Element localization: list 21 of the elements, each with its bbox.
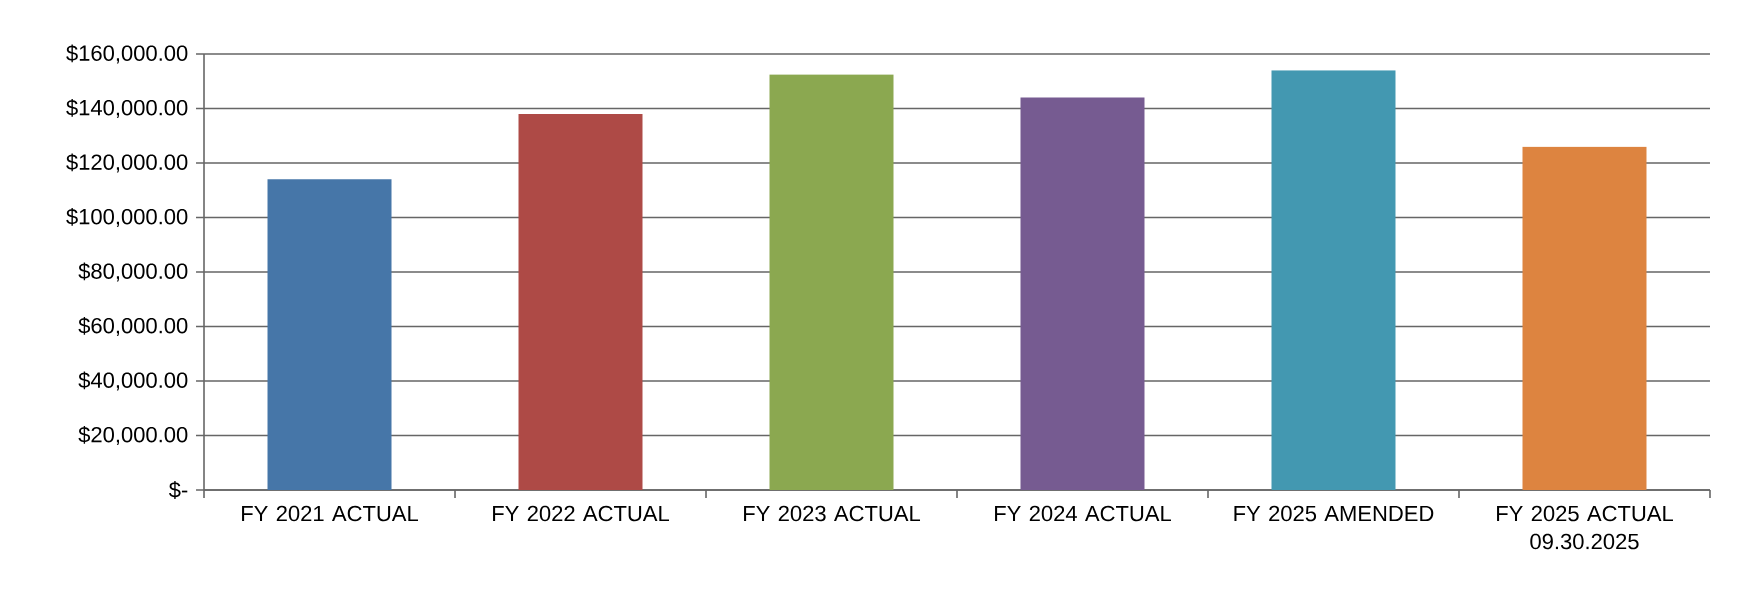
x-tick-label: FY 2023 ACTUAL [744, 505, 921, 522]
y-tick-label: $60,000.00 [78, 316, 188, 337]
y-tick-label: $80,000.00 [78, 262, 188, 282]
y-tick-label: $100,000.00 [66, 207, 188, 228]
y-tick-label: $120,000.00 [66, 153, 188, 173]
bar [1271, 70, 1396, 490]
y-tick-label: $- [168, 481, 188, 499]
bar [518, 113, 643, 490]
x-tick-label: FY 2022 ACTUAL [493, 505, 670, 522]
x-tick-label: FY 2025 ACTUAL 09.30.2025 [1497, 505, 1673, 550]
bar [267, 179, 392, 490]
x-tick-label: FY 2025 AMENDED [1234, 505, 1434, 522]
y-tick-label: $40,000.00 [78, 371, 188, 391]
bar [1020, 97, 1145, 490]
y-tick-label: $140,000.00 [66, 98, 188, 119]
y-tick-label: $160,000.00 [66, 44, 188, 64]
bar [1522, 146, 1647, 490]
y-tick-label: $20,000.00 [78, 425, 188, 446]
bar [769, 74, 894, 490]
x-tick-label: FY 2021 ACTUAL [242, 505, 419, 522]
x-tick-label: FY 2024 ACTUAL [995, 505, 1172, 522]
